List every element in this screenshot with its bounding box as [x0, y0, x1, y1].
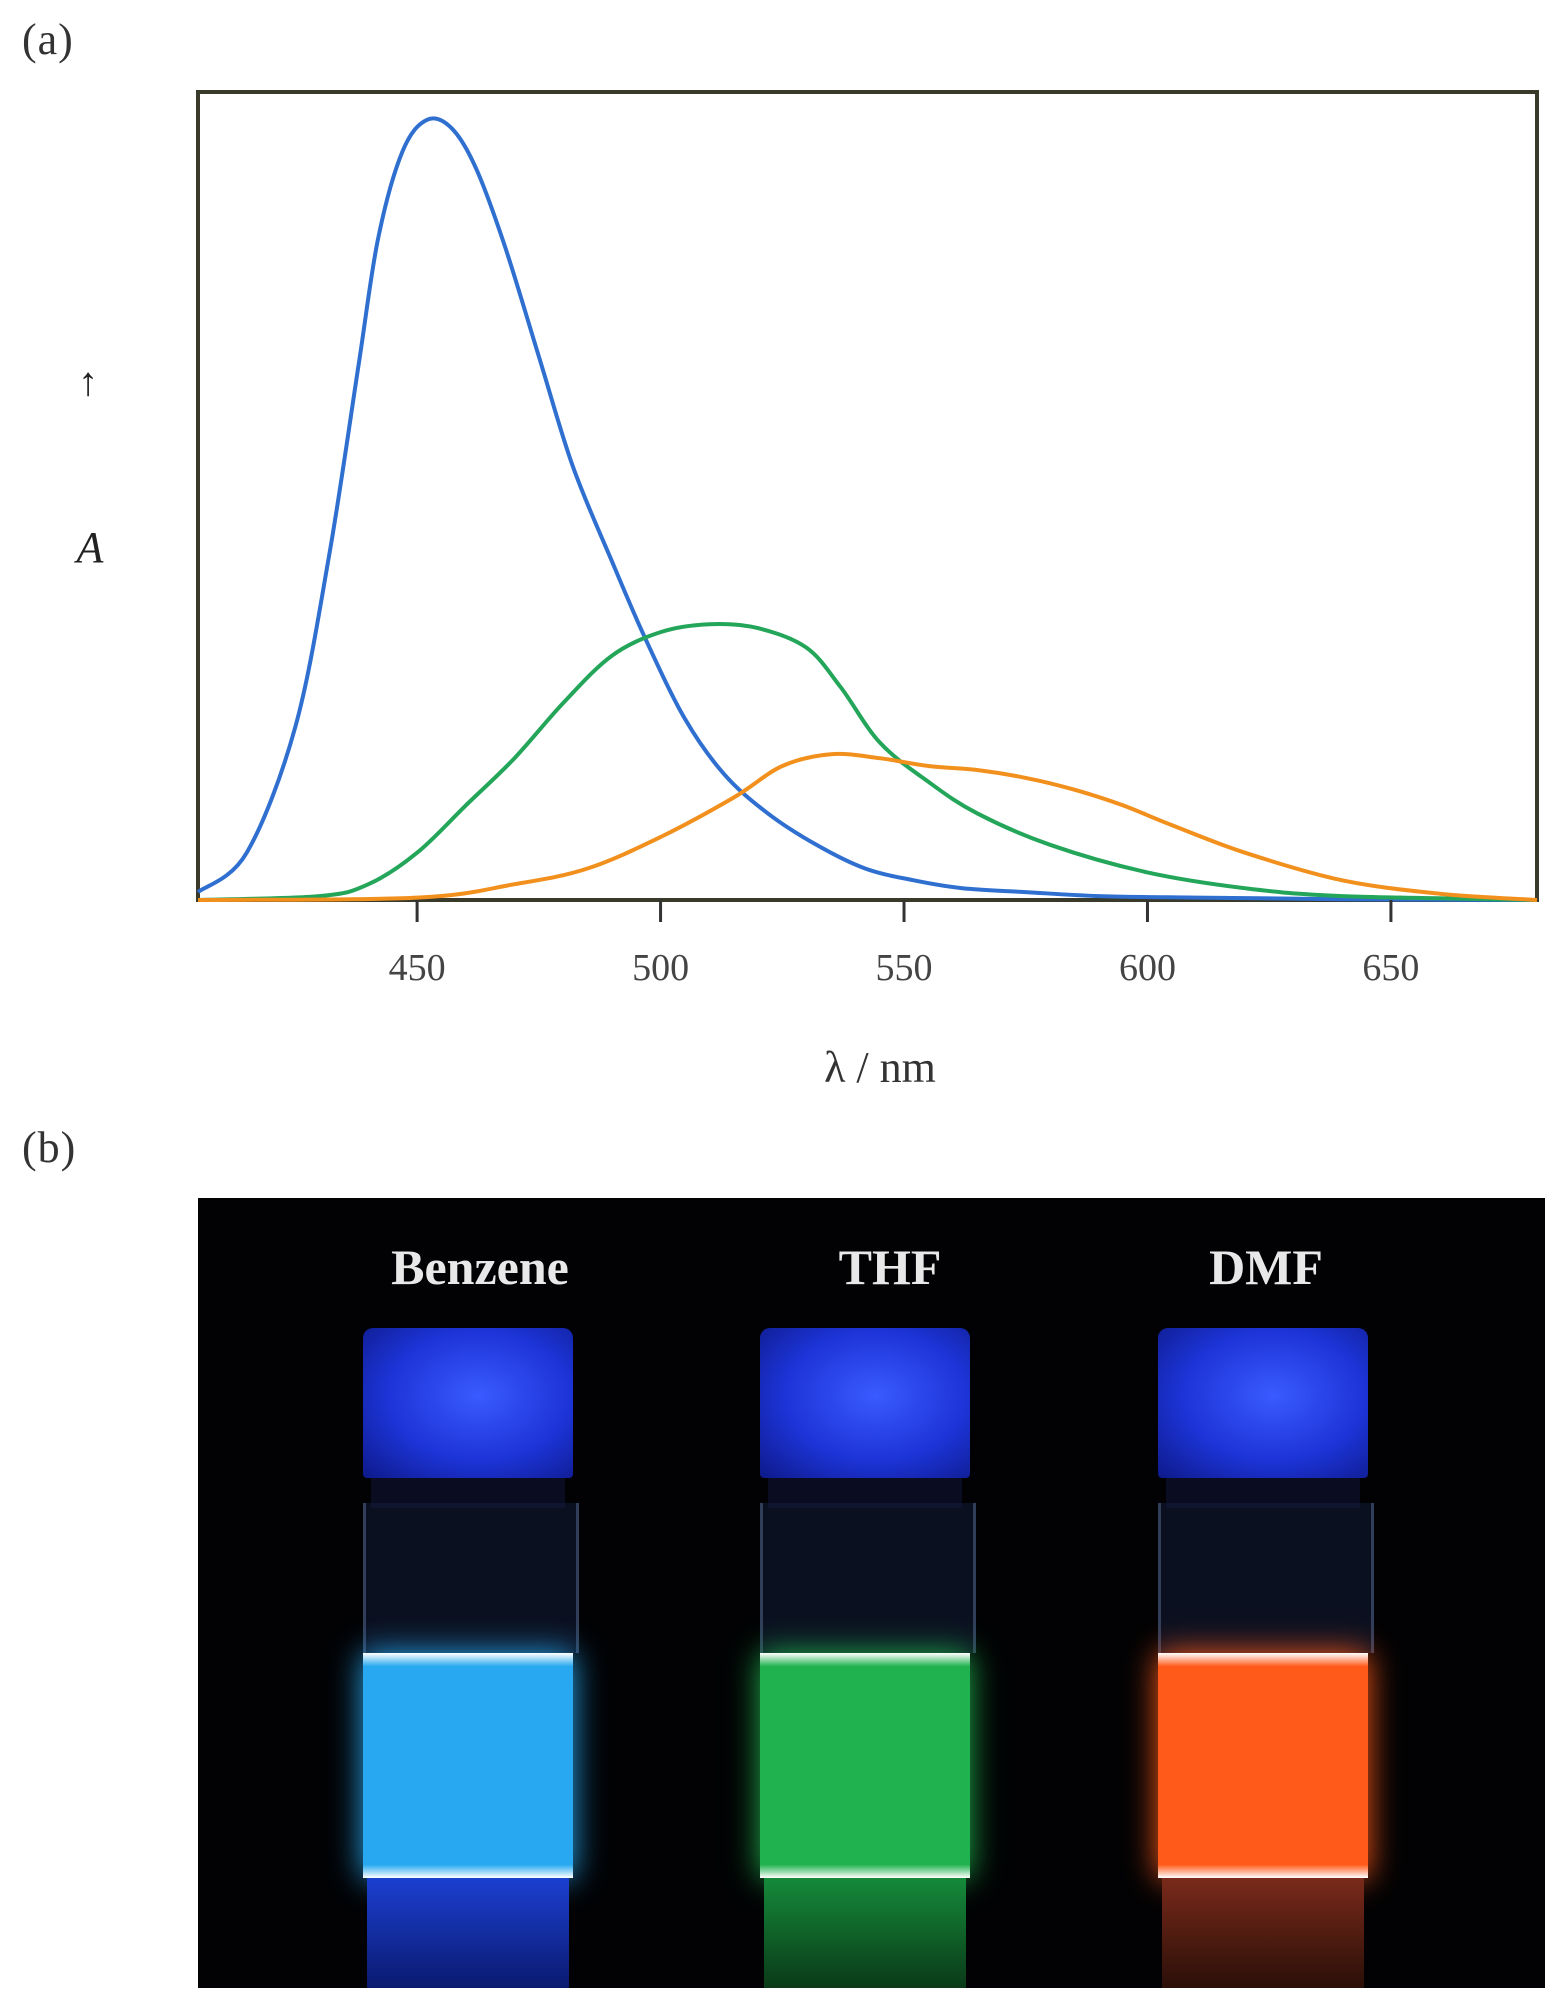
vial-label-thf: THF [838, 1239, 942, 1295]
x-tick-label: 500 [632, 947, 689, 989]
x-axis-label: λ / nm [824, 1043, 936, 1092]
vials-photo: Benzene THF DMF [198, 1198, 1545, 1988]
y-axis-label: A [74, 523, 105, 572]
panel-b-label: (b) [22, 1123, 77, 1172]
vial-cap [1158, 1328, 1368, 1478]
plot-frame [196, 90, 1539, 902]
vial-benzene [363, 1328, 579, 1988]
absorption-chart: 450 500 550 600 650 ↑ A λ / nm [74, 90, 1539, 1092]
vial-cap [760, 1328, 970, 1478]
vial-bottom [764, 1878, 966, 1988]
vial-bottom [1162, 1878, 1364, 1988]
vial-liquid [363, 1653, 573, 1878]
vial-liquid [760, 1653, 970, 1878]
series-line-2 [197, 751, 1538, 902]
panel-a-label: (a) [22, 15, 74, 64]
vial-headspace [363, 1503, 579, 1653]
series-line-1 [197, 621, 1538, 902]
vial-bottom [367, 1878, 569, 1988]
vial-headspace [760, 1503, 976, 1653]
vial-headspace [1158, 1503, 1374, 1653]
x-tick-label: 450 [389, 947, 446, 989]
vial-label-dmf: DMF [1209, 1239, 1323, 1295]
vial-thf [760, 1328, 976, 1988]
x-tick-label: 650 [1362, 947, 1419, 989]
vial-dmf [1158, 1328, 1374, 1988]
vial-label-benzene: Benzene [391, 1239, 569, 1295]
vial-liquid [1158, 1653, 1368, 1878]
x-tick-label: 600 [1119, 947, 1176, 989]
vial-cap [363, 1328, 573, 1478]
y-axis-arrow-icon: ↑ [78, 359, 98, 404]
x-tick-label: 550 [876, 947, 933, 989]
series-line-0 [196, 116, 1538, 902]
